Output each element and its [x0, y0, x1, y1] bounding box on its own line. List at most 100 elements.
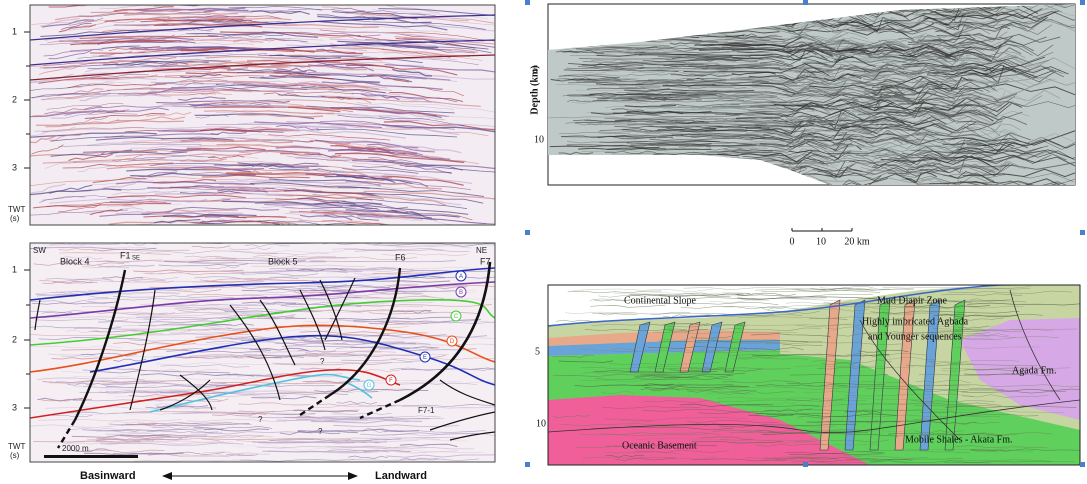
seismic-reflector: [345, 209, 460, 218]
seismic-reflector: [581, 149, 653, 153]
seismic-reflector: [721, 380, 801, 384]
seismic-reflector: [918, 81, 952, 90]
seismic-reflector: [179, 139, 293, 144]
seismic-reflector: [959, 75, 1001, 91]
seismic-reflector: [401, 367, 495, 371]
seismic-reflector: [675, 135, 740, 138]
seismic-reflector: [865, 420, 901, 423]
seismic-reflector: [180, 158, 227, 162]
direction-arrow: Basinward Landward: [80, 470, 427, 482]
seismic-reflector: [671, 90, 815, 96]
seismic-reflector: [736, 35, 786, 41]
seismic-reflector: [579, 433, 711, 437]
seismic-reflector: [383, 52, 458, 61]
seismic-reflector: [334, 152, 465, 164]
seismic-reflector: [798, 109, 856, 124]
seismic-reflector: [235, 439, 373, 443]
seismic-reflector: [845, 393, 975, 397]
seismic-reflector: [649, 94, 793, 104]
seismic-reflector: [124, 22, 252, 27]
seismic-reflector: [99, 390, 163, 394]
seismic-reflector: [146, 112, 192, 117]
seismic-reflector: [385, 243, 495, 248]
seismic-reflector: [138, 323, 232, 327]
seismic-reflector: [962, 168, 1075, 178]
seismic-reflector: [71, 434, 171, 438]
seismic-reflector: [225, 453, 259, 457]
seismic-reflector: [878, 126, 981, 137]
seismic-reflector: [762, 401, 796, 405]
seismic-reflector: [279, 448, 352, 451]
seismic-reflector: [112, 176, 239, 181]
seismic-reflector: [195, 114, 229, 119]
seismic-reflector: [79, 92, 112, 102]
seismic-reflector: [98, 264, 155, 268]
seismic-reflector: [249, 347, 309, 352]
seismic-reflector: [600, 432, 721, 435]
seismic-reflector: [32, 301, 120, 305]
seismic-reflector: [787, 21, 851, 34]
seismic-reflector: [143, 398, 178, 402]
seismic-reflector: [64, 74, 158, 81]
seismic-reflector: [887, 432, 998, 436]
seismic-reflector: [733, 357, 809, 360]
seismic-reflector: [274, 362, 392, 366]
seismic-reflector: [552, 374, 683, 378]
seismic-reflector: [226, 327, 270, 330]
label: Continental Slope: [624, 295, 697, 306]
seismic-reflector: [870, 310, 1020, 314]
seismic-reflector: [233, 39, 264, 43]
seismic-reflector: [878, 30, 915, 40]
seismic-reflector: [723, 386, 863, 390]
seismic-reflector: [725, 32, 848, 41]
seismic-reflector: [321, 81, 443, 91]
seismic-reflector: [81, 39, 166, 45]
seismic-reflector: [58, 24, 97, 33]
seismic-reflector: [134, 329, 205, 333]
seismic-reflector: [392, 68, 433, 77]
seismic-reflector: [939, 76, 973, 89]
seismic-reflector: [63, 442, 119, 446]
seismic-reflector: [819, 286, 891, 290]
seismic-reflector: [865, 387, 1005, 391]
seismic-reflector: [306, 105, 455, 114]
seismic-reflector: [579, 348, 638, 352]
seismic-reflector: [150, 331, 238, 335]
seismic-reflector: [742, 153, 829, 163]
seismic-reflector: [926, 139, 966, 155]
seismic-reflector: [733, 442, 880, 446]
seismic-reflector: [685, 109, 800, 121]
seismic-reflector: [163, 411, 311, 415]
seismic-reflector: [32, 109, 130, 117]
seismic-reflector: [227, 69, 307, 73]
seismic-reflector: [385, 125, 460, 136]
seismic-reflector: [344, 248, 444, 251]
seismic-reflector: [399, 164, 453, 174]
seismic-reflector: [231, 444, 289, 448]
seismic-reflector: [782, 50, 817, 61]
seismic-reflector: [604, 417, 747, 421]
seismic-reflector: [178, 308, 224, 312]
seismic-reflector: [927, 57, 1055, 69]
seismic-reflector: [929, 18, 1075, 34]
seismic-reflector: [921, 149, 982, 159]
seismic-reflector: [784, 451, 886, 455]
seismic-reflector: [817, 166, 863, 178]
seismic-reflector: [860, 414, 1001, 417]
seismic-reflector: [385, 31, 495, 42]
seismic-reflector: [295, 157, 395, 163]
seismic-reflector: [164, 73, 265, 77]
seismic-reflector: [579, 379, 678, 383]
seismic-reflector: [621, 419, 653, 423]
seismic-reflector: [228, 134, 315, 139]
seismic-reflector: [215, 373, 304, 377]
seismic-reflector: [567, 99, 609, 103]
seismic-reflector: [684, 349, 743, 352]
seismic-reflector: [113, 395, 209, 398]
seismic-reflector: [866, 297, 938, 301]
seismic-reflector: [566, 66, 646, 70]
seismic-reflector: [328, 419, 409, 423]
seismic-reflector: [609, 134, 684, 138]
seismic-reflector: [40, 29, 139, 38]
seismic-reflector: [904, 4, 973, 14]
